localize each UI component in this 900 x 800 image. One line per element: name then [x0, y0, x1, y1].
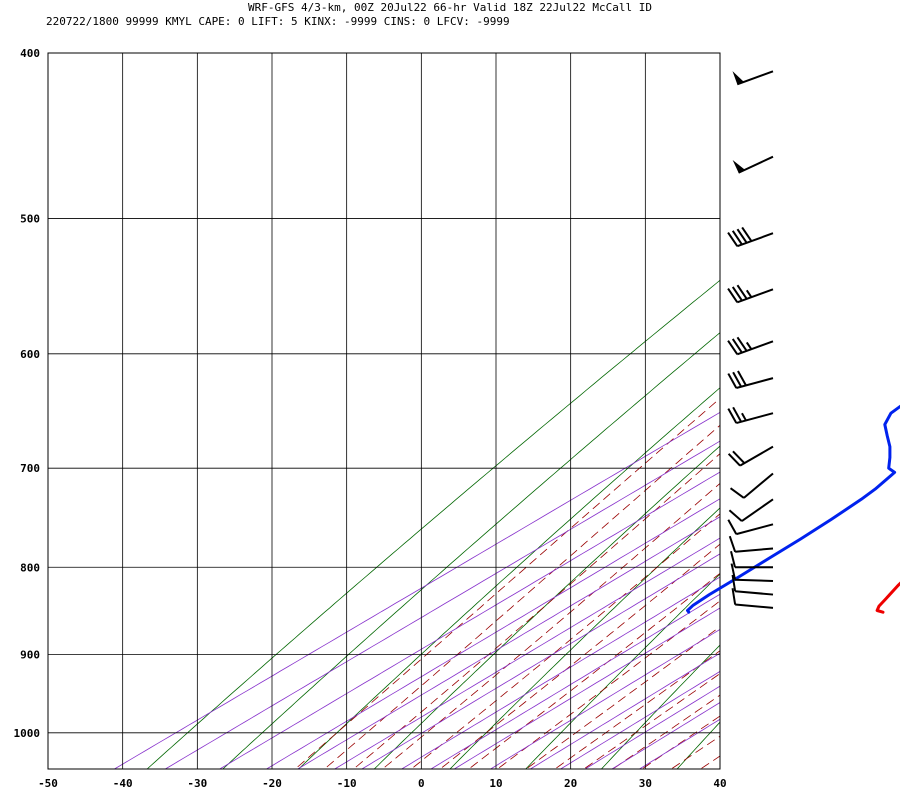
dry-adiabat — [297, 387, 720, 769]
moist-adiabat — [352, 453, 720, 769]
x-tick-label: -40 — [113, 777, 133, 790]
wind-barb — [731, 588, 774, 609]
mixing-ratio-line — [400, 576, 720, 769]
mixing-ratio-line — [218, 471, 720, 769]
mixing-ratio-line — [453, 607, 720, 769]
wind-barb — [728, 535, 774, 553]
wind-barb — [727, 284, 774, 304]
mixing-ratio-line — [638, 718, 720, 769]
wind-barb — [730, 551, 773, 569]
wind-barbs — [727, 70, 774, 609]
moist-adiabat — [583, 673, 720, 769]
wind-barb — [727, 406, 774, 425]
moist-adiabat — [410, 513, 720, 769]
mixing-ratio-line — [489, 628, 720, 769]
temperature-line — [875, 581, 900, 614]
x-tick-label: 20 — [564, 777, 577, 790]
chart-header-line2: 220722/1800 99999 KMYL CAPE: 0 LIFT: 5 K… — [46, 15, 510, 28]
moist-adiabat — [496, 600, 720, 769]
mixing-ratio-line — [559, 670, 720, 769]
dry-adiabat — [525, 573, 720, 769]
x-tick-label: -20 — [262, 777, 282, 790]
plot-frame — [47, 52, 721, 770]
wind-barb — [729, 472, 774, 499]
wind-barb — [727, 370, 774, 389]
wind-barb — [732, 70, 774, 86]
moist-adiabat — [323, 424, 720, 769]
moist-adiabat — [670, 735, 720, 769]
dry-adiabat — [146, 279, 720, 769]
chart-header-line1: WRF-GFS 4/3-km, 00Z 20Jul22 66-hr Valid … — [248, 1, 652, 14]
wind-barb — [730, 563, 774, 583]
moist-adiabat — [641, 715, 720, 769]
moist-adiabat — [719, 15, 900, 776]
dewpoint-line — [686, 404, 900, 614]
moist-adiabat — [612, 694, 720, 769]
x-tick-label: -10 — [337, 777, 357, 790]
wind-barb — [727, 336, 774, 356]
x-tick-label: 0 — [418, 777, 425, 790]
moist-adiabat — [468, 572, 720, 769]
wind-barb — [731, 574, 774, 596]
x-tick-label: 40 — [713, 777, 726, 790]
wind-barb — [727, 445, 774, 467]
x-tick-label: 30 — [639, 777, 652, 790]
dry-adiabat — [823, 15, 900, 776]
profile-lines — [686, 404, 900, 614]
y-tick-label: 900 — [20, 649, 40, 662]
x-tick-label: -30 — [187, 777, 207, 790]
mixing-ratio-line — [297, 516, 720, 769]
moist-adiabat — [554, 650, 720, 769]
dry-adiabat — [747, 15, 900, 776]
x-tick-label: -50 — [38, 777, 58, 790]
moist-adiabat — [381, 482, 720, 769]
mixing-ratio-line — [113, 411, 720, 769]
y-tick-label: 1000 — [14, 727, 41, 740]
y-tick-label: 700 — [20, 462, 40, 475]
tick-labels: -50 -40 -30 -20 -10 0 10 20 30 40 400 500 600 700 800 9… — [14, 47, 727, 790]
mixing-ratio-line — [164, 440, 720, 769]
y-tick-label: 800 — [20, 561, 40, 574]
mixing-ratio-line — [361, 553, 720, 769]
background-lines — [113, 15, 900, 776]
moist-adiabat — [525, 626, 720, 769]
mixing-ratio-line — [265, 498, 720, 769]
dry-adiabat — [449, 507, 720, 769]
mixing-ratio-line — [430, 593, 720, 769]
grid-lines — [48, 53, 720, 769]
mixing-ratio-line — [584, 685, 720, 769]
moist-adiabat — [439, 543, 720, 769]
moist-adiabat — [699, 755, 720, 769]
x-tick-label: 10 — [489, 777, 502, 790]
mixing-ratio-line — [529, 652, 720, 769]
y-tick-label: 500 — [20, 213, 40, 226]
wind-barb — [727, 226, 774, 248]
wind-barb — [727, 519, 774, 536]
y-tick-label: 600 — [20, 348, 40, 361]
wind-barb — [728, 498, 774, 522]
y-tick-label: 400 — [20, 47, 40, 60]
dry-adiabat — [373, 445, 720, 769]
dry-adiabat — [600, 644, 720, 769]
moist-adiabat — [294, 397, 720, 769]
mixing-ratio-line — [333, 537, 720, 769]
wind-barb — [732, 155, 774, 174]
dry-adiabat — [222, 332, 720, 769]
